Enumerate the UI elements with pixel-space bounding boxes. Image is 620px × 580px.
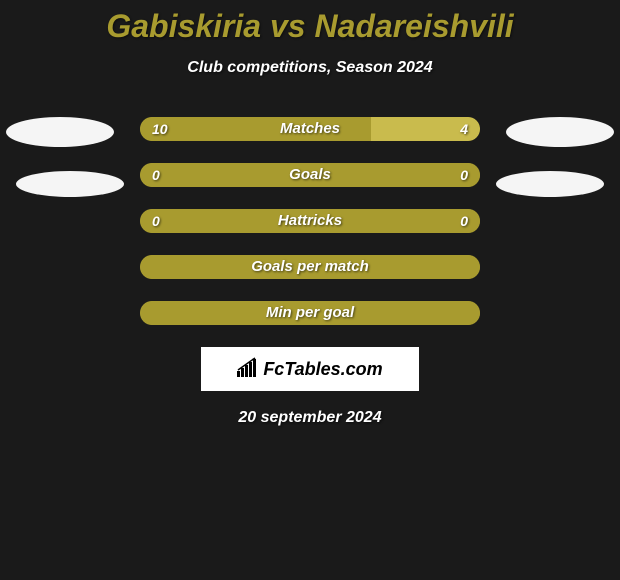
stat-value-right: 0: [460, 163, 468, 187]
stat-row: 0Goals0: [140, 163, 480, 187]
logo-text: FcTables.com: [263, 359, 382, 380]
stat-label: Goals: [140, 163, 480, 187]
player-avatar-left-1: [6, 117, 114, 147]
date-text: 20 september 2024: [0, 409, 620, 427]
stat-label: Matches: [140, 117, 480, 141]
logo-box: FcTables.com: [201, 347, 419, 391]
page-title: Gabiskiria vs Nadareishvili: [0, 0, 620, 45]
player-avatar-right-2: [496, 171, 604, 197]
stat-row: Min per goal: [140, 301, 480, 325]
stat-value-right: 0: [460, 209, 468, 233]
subtitle: Club competitions, Season 2024: [0, 59, 620, 77]
stat-rows-container: 10Matches40Goals00Hattricks0Goals per ma…: [140, 117, 480, 325]
stats-area: 10Matches40Goals00Hattricks0Goals per ma…: [0, 117, 620, 325]
player-avatar-left-2: [16, 171, 124, 197]
chart-icon: [237, 357, 259, 382]
player-avatar-right-1: [506, 117, 614, 147]
stat-row: 0Hattricks0: [140, 209, 480, 233]
stat-label: Hattricks: [140, 209, 480, 233]
stat-row: 10Matches4: [140, 117, 480, 141]
stat-label: Min per goal: [140, 301, 480, 325]
logo: FcTables.com: [237, 357, 382, 382]
stat-value-right: 4: [460, 117, 468, 141]
stat-row: Goals per match: [140, 255, 480, 279]
stat-label: Goals per match: [140, 255, 480, 279]
